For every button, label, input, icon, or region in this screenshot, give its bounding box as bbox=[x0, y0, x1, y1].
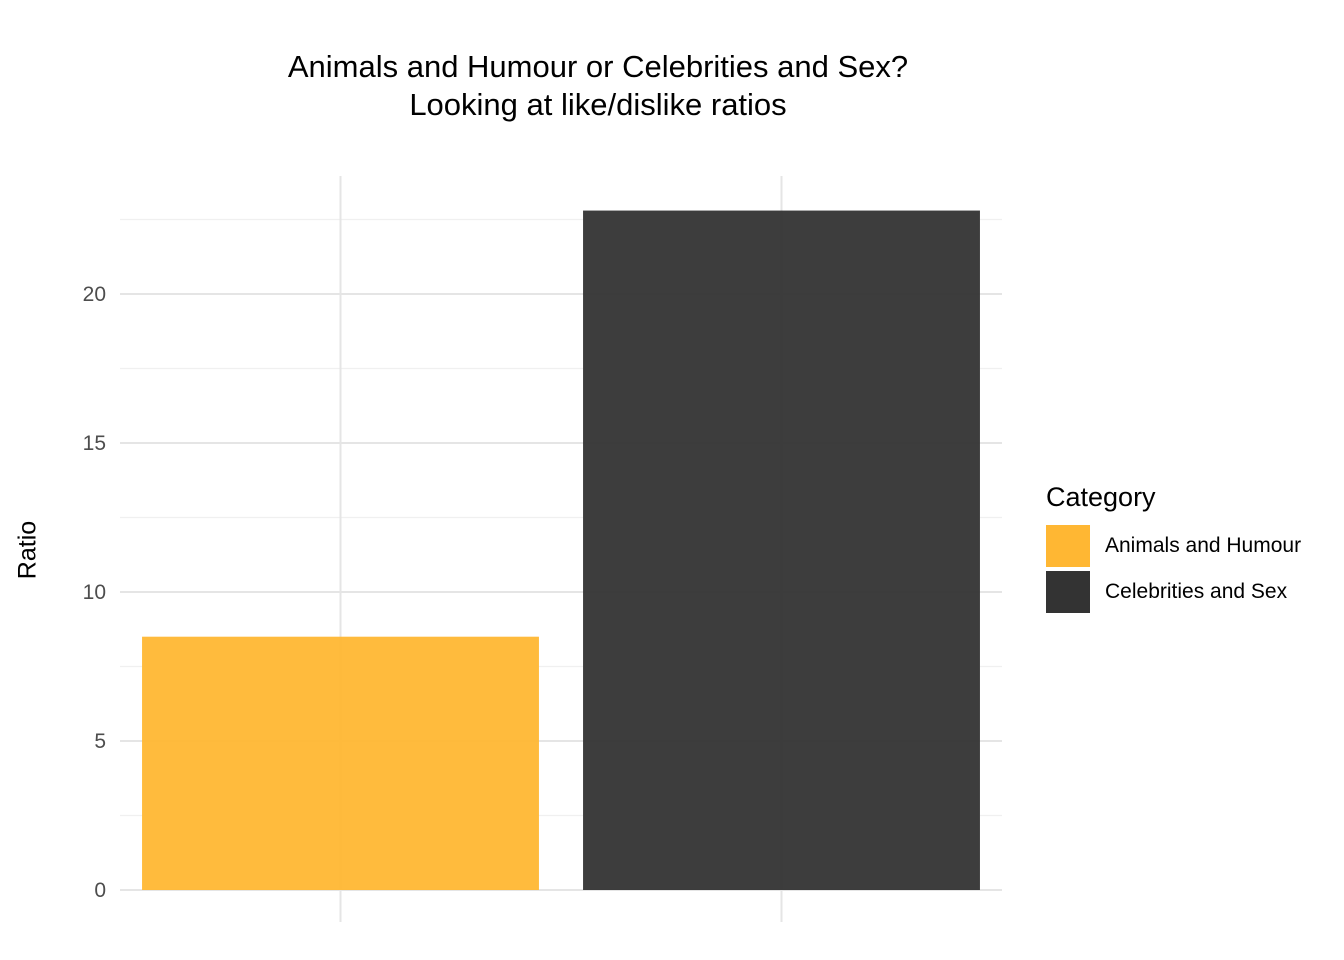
y-tick-label: 5 bbox=[94, 730, 106, 753]
legend-label-animals: Animals and Humour bbox=[1105, 534, 1302, 557]
chart-title-line: Animals and Humour or Celebrities and Se… bbox=[287, 49, 909, 84]
legend-item-celebrities: Celebrities and Sex bbox=[1046, 569, 1301, 615]
legend-item-animals: Animals and Humour bbox=[1046, 523, 1301, 569]
y-tick-label: 10 bbox=[83, 581, 106, 604]
bar-0 bbox=[142, 636, 539, 890]
y-tick-label: 0 bbox=[94, 879, 106, 902]
y-tick-label: 20 bbox=[83, 283, 106, 306]
legend-title: Category bbox=[1046, 482, 1156, 512]
legend-swatch-animals bbox=[1046, 525, 1090, 567]
y-tick-label: 15 bbox=[83, 432, 106, 455]
legend-swatch-celebrities bbox=[1046, 571, 1090, 613]
chart-subtitle-line: Looking at like/dislike ratios bbox=[409, 87, 787, 122]
legend-label-celebrities: Celebrities and Sex bbox=[1105, 580, 1288, 603]
chart-title: Animals and Humour or Celebrities and Se… bbox=[0, 48, 1196, 124]
y-axis-label: Ratio bbox=[13, 520, 42, 580]
bar-1 bbox=[583, 210, 980, 890]
legend: Category Animals and Humour Celebrities … bbox=[1046, 482, 1301, 615]
